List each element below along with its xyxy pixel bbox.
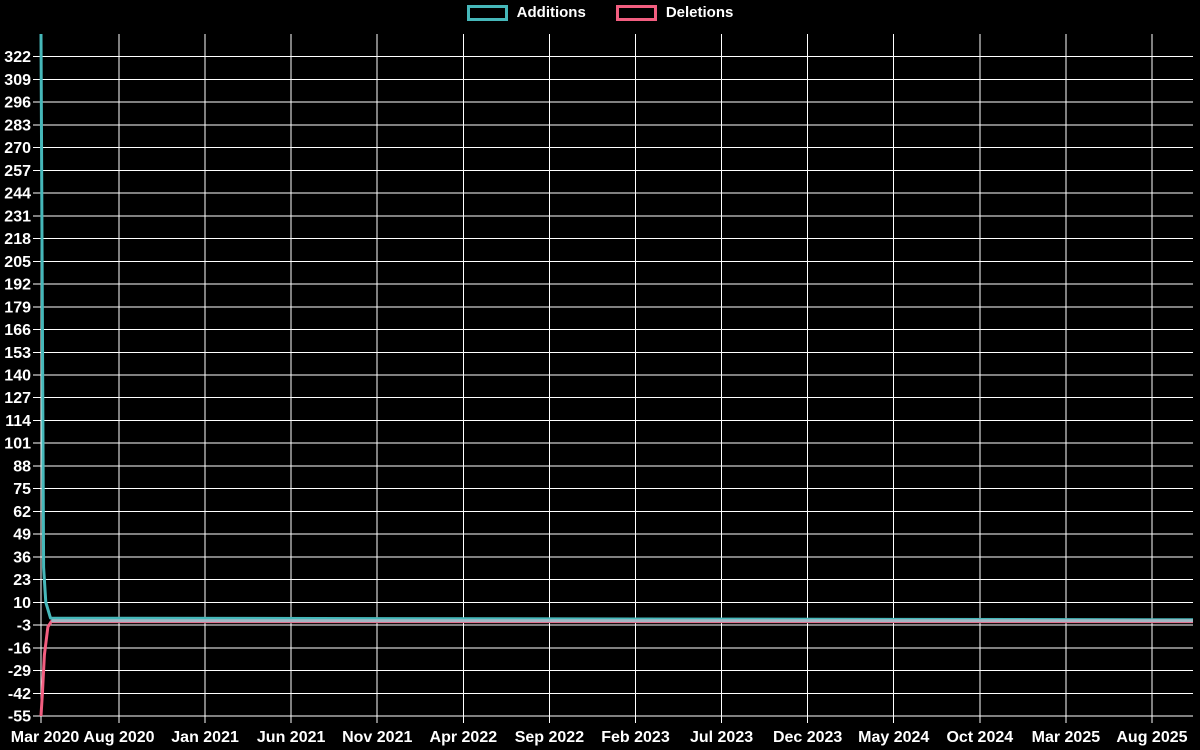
legend-label-deletions: Deletions	[665, 4, 734, 21]
y-axis-labels: 322 309 296 283 270 257 244 231 218 205 192 179 166 1…	[4, 49, 31, 725]
y-tick-label: 49	[13, 527, 31, 544]
y-tick-label: 10	[13, 595, 31, 612]
x-tick-label: May 2024	[858, 729, 929, 746]
deletions-swatch-icon	[615, 5, 657, 21]
x-tick-label: Oct 2024	[946, 729, 1013, 746]
y-tick-label: 23	[13, 572, 31, 589]
x-tick-label: Dec 2023	[773, 729, 842, 746]
y-tick-label: -16	[8, 640, 31, 657]
y-tick-label: -42	[8, 686, 31, 703]
x-tick-label: Mar 2025	[1032, 729, 1101, 746]
x-axis-labels: Mar 2020 Aug 2020 Jan 2021 Jun 2021 Nov 2021…	[11, 729, 1188, 746]
x-tick-label: Feb 2023	[601, 729, 670, 746]
y-tick-label: -55	[8, 709, 31, 726]
y-tick-label: -29	[8, 663, 31, 680]
x-tick-label: Sep 2022	[515, 729, 584, 746]
legend-item-deletions[interactable]: Deletions	[615, 4, 734, 21]
x-tick-label: Jun 2021	[257, 729, 326, 746]
x-tick-label: Nov 2021	[342, 729, 412, 746]
y-tick-label: 296	[4, 95, 31, 112]
gridlines	[40, 34, 1193, 717]
x-tick-label: Aug 2025	[1116, 729, 1187, 746]
x-tick-label: Jan 2021	[171, 729, 239, 746]
y-tick-label: -3	[17, 618, 31, 635]
y-tick-label: 218	[4, 231, 31, 248]
y-tick-label: 114	[5, 413, 31, 430]
x-tick-label: Apr 2022	[430, 729, 498, 746]
additions-swatch-icon	[466, 5, 508, 21]
y-tick-label: 36	[13, 549, 31, 566]
y-tick-label: 153	[4, 345, 31, 362]
y-tick-label: 166	[4, 322, 31, 339]
y-tick-label: 322	[4, 49, 31, 66]
x-tick-label: Jul 2023	[690, 729, 753, 746]
axis-ticks	[33, 56, 1153, 723]
data-series	[39, 33, 1194, 717]
chart-legend: Additions Deletions	[0, 5, 1200, 21]
series-line-deletions	[39, 620, 1193, 717]
y-tick-label: 62	[13, 504, 31, 521]
y-tick-label: 127	[4, 390, 31, 407]
y-tick-label: 140	[4, 368, 31, 385]
x-tick-label: Mar 2020	[11, 729, 80, 746]
y-tick-label: 205	[4, 254, 31, 271]
y-tick-label: 244	[4, 186, 31, 203]
y-tick-label: 270	[4, 140, 31, 157]
y-tick-label: 192	[4, 277, 31, 294]
y-tick-label: 257	[4, 163, 31, 180]
y-tick-label: 75	[13, 481, 31, 498]
y-tick-label: 179	[4, 299, 31, 316]
y-tick-label: 101	[4, 436, 31, 453]
x-tick-label: Aug 2020	[83, 729, 154, 746]
y-tick-label: 309	[4, 72, 31, 89]
legend-item-additions[interactable]: Additions	[466, 4, 586, 21]
y-tick-label: 88	[13, 458, 31, 475]
legend-label-additions: Additions	[516, 4, 586, 21]
y-tick-label: 231	[4, 208, 31, 225]
series-line-additions	[39, 33, 1194, 622]
y-tick-label: 283	[4, 117, 31, 134]
